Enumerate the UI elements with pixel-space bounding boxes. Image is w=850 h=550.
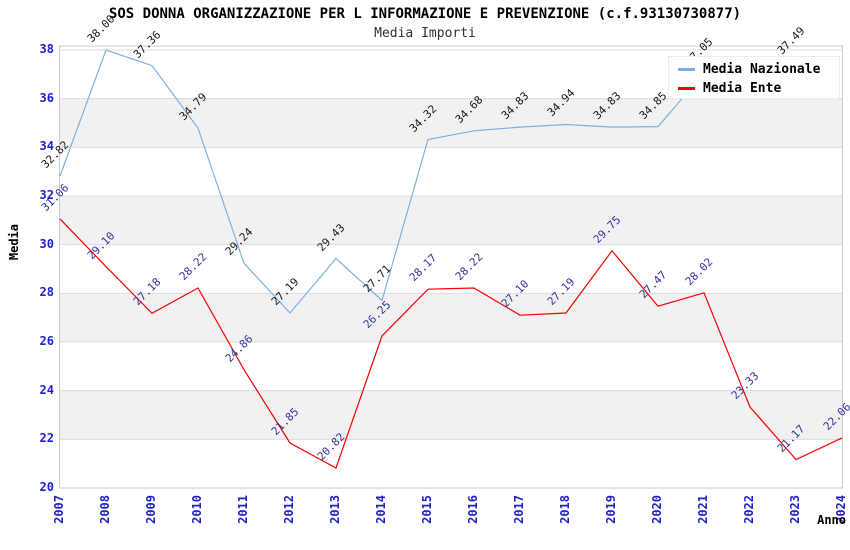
x-tick-label: 2015 <box>420 495 434 524</box>
legend: Media Nazionale Media Ente <box>668 56 840 99</box>
x-tick-label: 2022 <box>742 495 756 524</box>
x-tick-label: 2019 <box>604 495 618 524</box>
y-tick-label: 24 <box>39 382 54 397</box>
y-tick-label: 26 <box>39 334 54 348</box>
y-tick-label: 28 <box>39 285 54 300</box>
grid-band <box>59 293 843 342</box>
x-tick-label: 2021 <box>696 495 710 524</box>
y-tick-label: 32 <box>39 188 54 202</box>
x-tick-label: 2023 <box>788 495 802 524</box>
grid-band <box>59 98 843 148</box>
grid-band <box>59 196 843 245</box>
y-tick-label: 20 <box>39 480 54 494</box>
x-tick-label: 2012 <box>282 495 296 524</box>
chart-title: SOS DONNA ORGANIZZAZIONE PER L INFORMAZI… <box>108 6 742 22</box>
grid-band <box>59 390 843 440</box>
y-tick-label: 38 <box>39 42 54 56</box>
y-tick-label: 22 <box>39 431 54 446</box>
legend-label: Media Nazionale <box>703 61 821 77</box>
series-line <box>59 49 797 314</box>
x-tick-label: 2020 <box>650 495 664 524</box>
x-tick-label: 2010 <box>190 495 204 524</box>
legend-label: Media Ente <box>703 80 782 96</box>
x-tick-label: 2007 <box>52 495 66 524</box>
x-tick-label: 2009 <box>144 495 158 524</box>
y-tick-label: 30 <box>39 236 54 251</box>
series-line <box>59 218 843 469</box>
y-axis-title: Media <box>7 224 21 261</box>
x-tick-label: 2014 <box>374 495 388 524</box>
x-tick-label: 2013 <box>328 495 342 524</box>
x-tick-label: 2011 <box>236 495 250 524</box>
legend-swatch-icon <box>678 67 695 71</box>
x-tick-label: 2016 <box>466 495 480 524</box>
legend-item: Media Ente <box>678 80 839 96</box>
legend-swatch-icon <box>678 86 695 90</box>
x-tick-label: 2008 <box>98 495 112 524</box>
legend-rows: Media Nazionale Media Ente <box>669 61 839 96</box>
plot-border <box>59 45 843 489</box>
y-tick-label: 36 <box>39 90 54 105</box>
chart-subtitle: Media Importi <box>374 26 476 41</box>
y-tick-label: 34 <box>39 139 54 154</box>
x-tick-label: 2017 <box>512 495 526 524</box>
legend-item: Media Nazionale <box>678 61 839 77</box>
x-axis-title: Anno <box>817 513 846 527</box>
x-tick-label: 2018 <box>558 495 572 524</box>
